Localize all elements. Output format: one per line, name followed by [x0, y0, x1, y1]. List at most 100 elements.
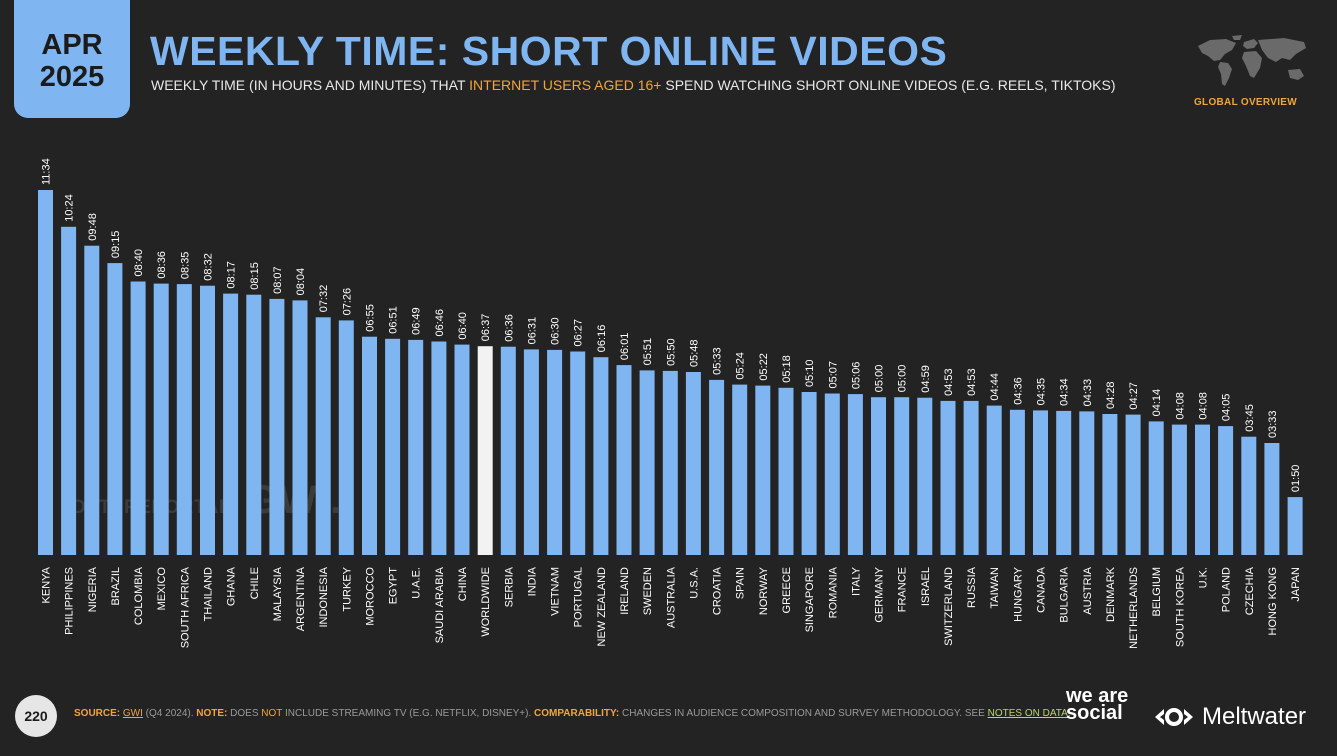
source-period: (Q4 2024). [142, 708, 197, 719]
category-label: TAIWAN [989, 567, 1001, 609]
source-note: SOURCE: GWI (Q4 2024). NOTE: DOES NOT IN… [74, 708, 1071, 719]
category-label: INDONESIA [318, 566, 330, 627]
bar-ghana [223, 293, 239, 555]
category-label: MOROCCO [365, 567, 377, 626]
category-label: BELGIUM [1151, 567, 1163, 617]
value-label: 10:24 [64, 194, 76, 222]
category-label: NEW ZEALAND [596, 567, 608, 647]
value-label: 05:00 [874, 365, 886, 393]
bar-israel [917, 397, 933, 555]
category-label: GERMANY [874, 566, 886, 622]
bar-japan [1287, 497, 1303, 555]
value-label: 06:27 [573, 319, 585, 347]
category-label: MALAYSIA [272, 566, 284, 621]
value-label: 06:30 [550, 317, 562, 345]
category-label: SOUTH KOREA [1174, 566, 1186, 647]
bar-denmark [1102, 414, 1118, 555]
category-label: SAUDI ARABIA [434, 566, 446, 643]
category-label: SWITZERLAND [943, 567, 955, 646]
we-are-social-text: we are social [1066, 685, 1129, 724]
value-label: 06:55 [365, 304, 377, 332]
value-label: 04:14 [1151, 389, 1163, 417]
source-link[interactable]: GWI [122, 708, 143, 719]
bar-canada [1033, 410, 1048, 555]
category-label: CHILE [249, 567, 261, 599]
value-label: 04:53 [943, 368, 955, 396]
category-label: AUSTRIA [1082, 566, 1094, 614]
category-label: NORWAY [758, 566, 770, 615]
category-label: KENYA [41, 566, 53, 603]
bar-south-africa [176, 284, 192, 555]
category-label: PHILIPPINES [64, 567, 76, 635]
value-label: 08:15 [249, 262, 261, 290]
subtitle-text: WEEKLY TIME (IN HOURS AND MINUTES) THAT [151, 77, 470, 93]
value-label: 04:35 [1036, 378, 1048, 406]
bar-poland [1218, 426, 1234, 555]
bar-russia [963, 400, 979, 555]
value-label: 05:33 [712, 347, 724, 375]
bar-australia [662, 370, 678, 555]
value-label: 05:00 [897, 365, 909, 393]
category-label: RUSSIA [966, 566, 978, 608]
page-number: 220 [15, 695, 57, 737]
value-label: 05:22 [758, 353, 770, 381]
category-label: THAILAND [203, 567, 215, 621]
value-label: 07:26 [341, 288, 353, 316]
note-text: DOES [227, 708, 262, 719]
value-label: 11:34 [41, 158, 53, 185]
note-label: NOTE: [196, 708, 228, 719]
category-label: VIETNAM [550, 567, 562, 616]
bar-thailand [200, 285, 215, 555]
value-label: 05:48 [688, 339, 700, 367]
value-label: 04:34 [1059, 378, 1071, 406]
category-label: CANADA [1036, 566, 1048, 613]
category-label: TURKEY [341, 566, 353, 611]
value-label: 04:08 [1174, 392, 1186, 420]
bar-egypt [385, 338, 401, 555]
bar-netherlands [1125, 414, 1141, 555]
bar-mexico [153, 283, 169, 555]
bar-new-zealand [593, 357, 609, 555]
category-label: GHANA [226, 566, 238, 606]
bar-france [894, 397, 910, 555]
value-label: 04:28 [1105, 381, 1117, 409]
category-label: U.K. [1198, 567, 1210, 588]
date-month: APR [41, 29, 103, 61]
bar-ireland [616, 365, 632, 555]
value-label: 06:46 [434, 309, 446, 337]
category-label: EGYPT [388, 567, 400, 605]
comparability-text: CHANGES IN AUDIENCE COMPOSITION AND SURV… [619, 708, 988, 719]
bar-philippines [61, 226, 77, 556]
value-label: 05:06 [850, 362, 862, 390]
bar-colombia [130, 281, 146, 555]
bar-worldwide [477, 346, 493, 555]
bar-morocco [362, 336, 377, 555]
bar-argentina [292, 300, 308, 555]
bar-czechia [1241, 436, 1257, 555]
note-not: NOT [261, 708, 283, 719]
category-label: ITALY [850, 566, 862, 596]
bar-turkey [338, 320, 354, 555]
bar-italy [847, 394, 863, 555]
bar-kenya [38, 190, 53, 555]
bar-brazil [107, 263, 123, 555]
category-label: WORLDWIDE [480, 567, 492, 637]
bar-vietnam [547, 349, 563, 555]
notes-on-data-link[interactable]: NOTES ON DATA [987, 708, 1068, 719]
meltwater-text: Meltwater [1202, 703, 1307, 730]
bar-saudi-arabia [431, 341, 447, 555]
bar-chile [246, 294, 262, 555]
bar-norway [755, 385, 771, 555]
value-label: 09:15 [110, 231, 122, 259]
category-label: SPAIN [735, 567, 747, 599]
category-label: BRAZIL [110, 567, 122, 606]
category-label: CROATIA [712, 566, 724, 615]
date-badge: APR 2025 [14, 0, 130, 118]
subtitle-highlight: INTERNET USERS AGED 16+ [469, 77, 662, 93]
value-label: 04:36 [1012, 377, 1024, 405]
bar-spain [732, 384, 748, 555]
value-label: 03:45 [1244, 404, 1256, 432]
category-label: POLAND [1221, 567, 1233, 612]
value-label: 04:27 [1128, 382, 1140, 410]
bar-hong-kong [1264, 443, 1280, 555]
